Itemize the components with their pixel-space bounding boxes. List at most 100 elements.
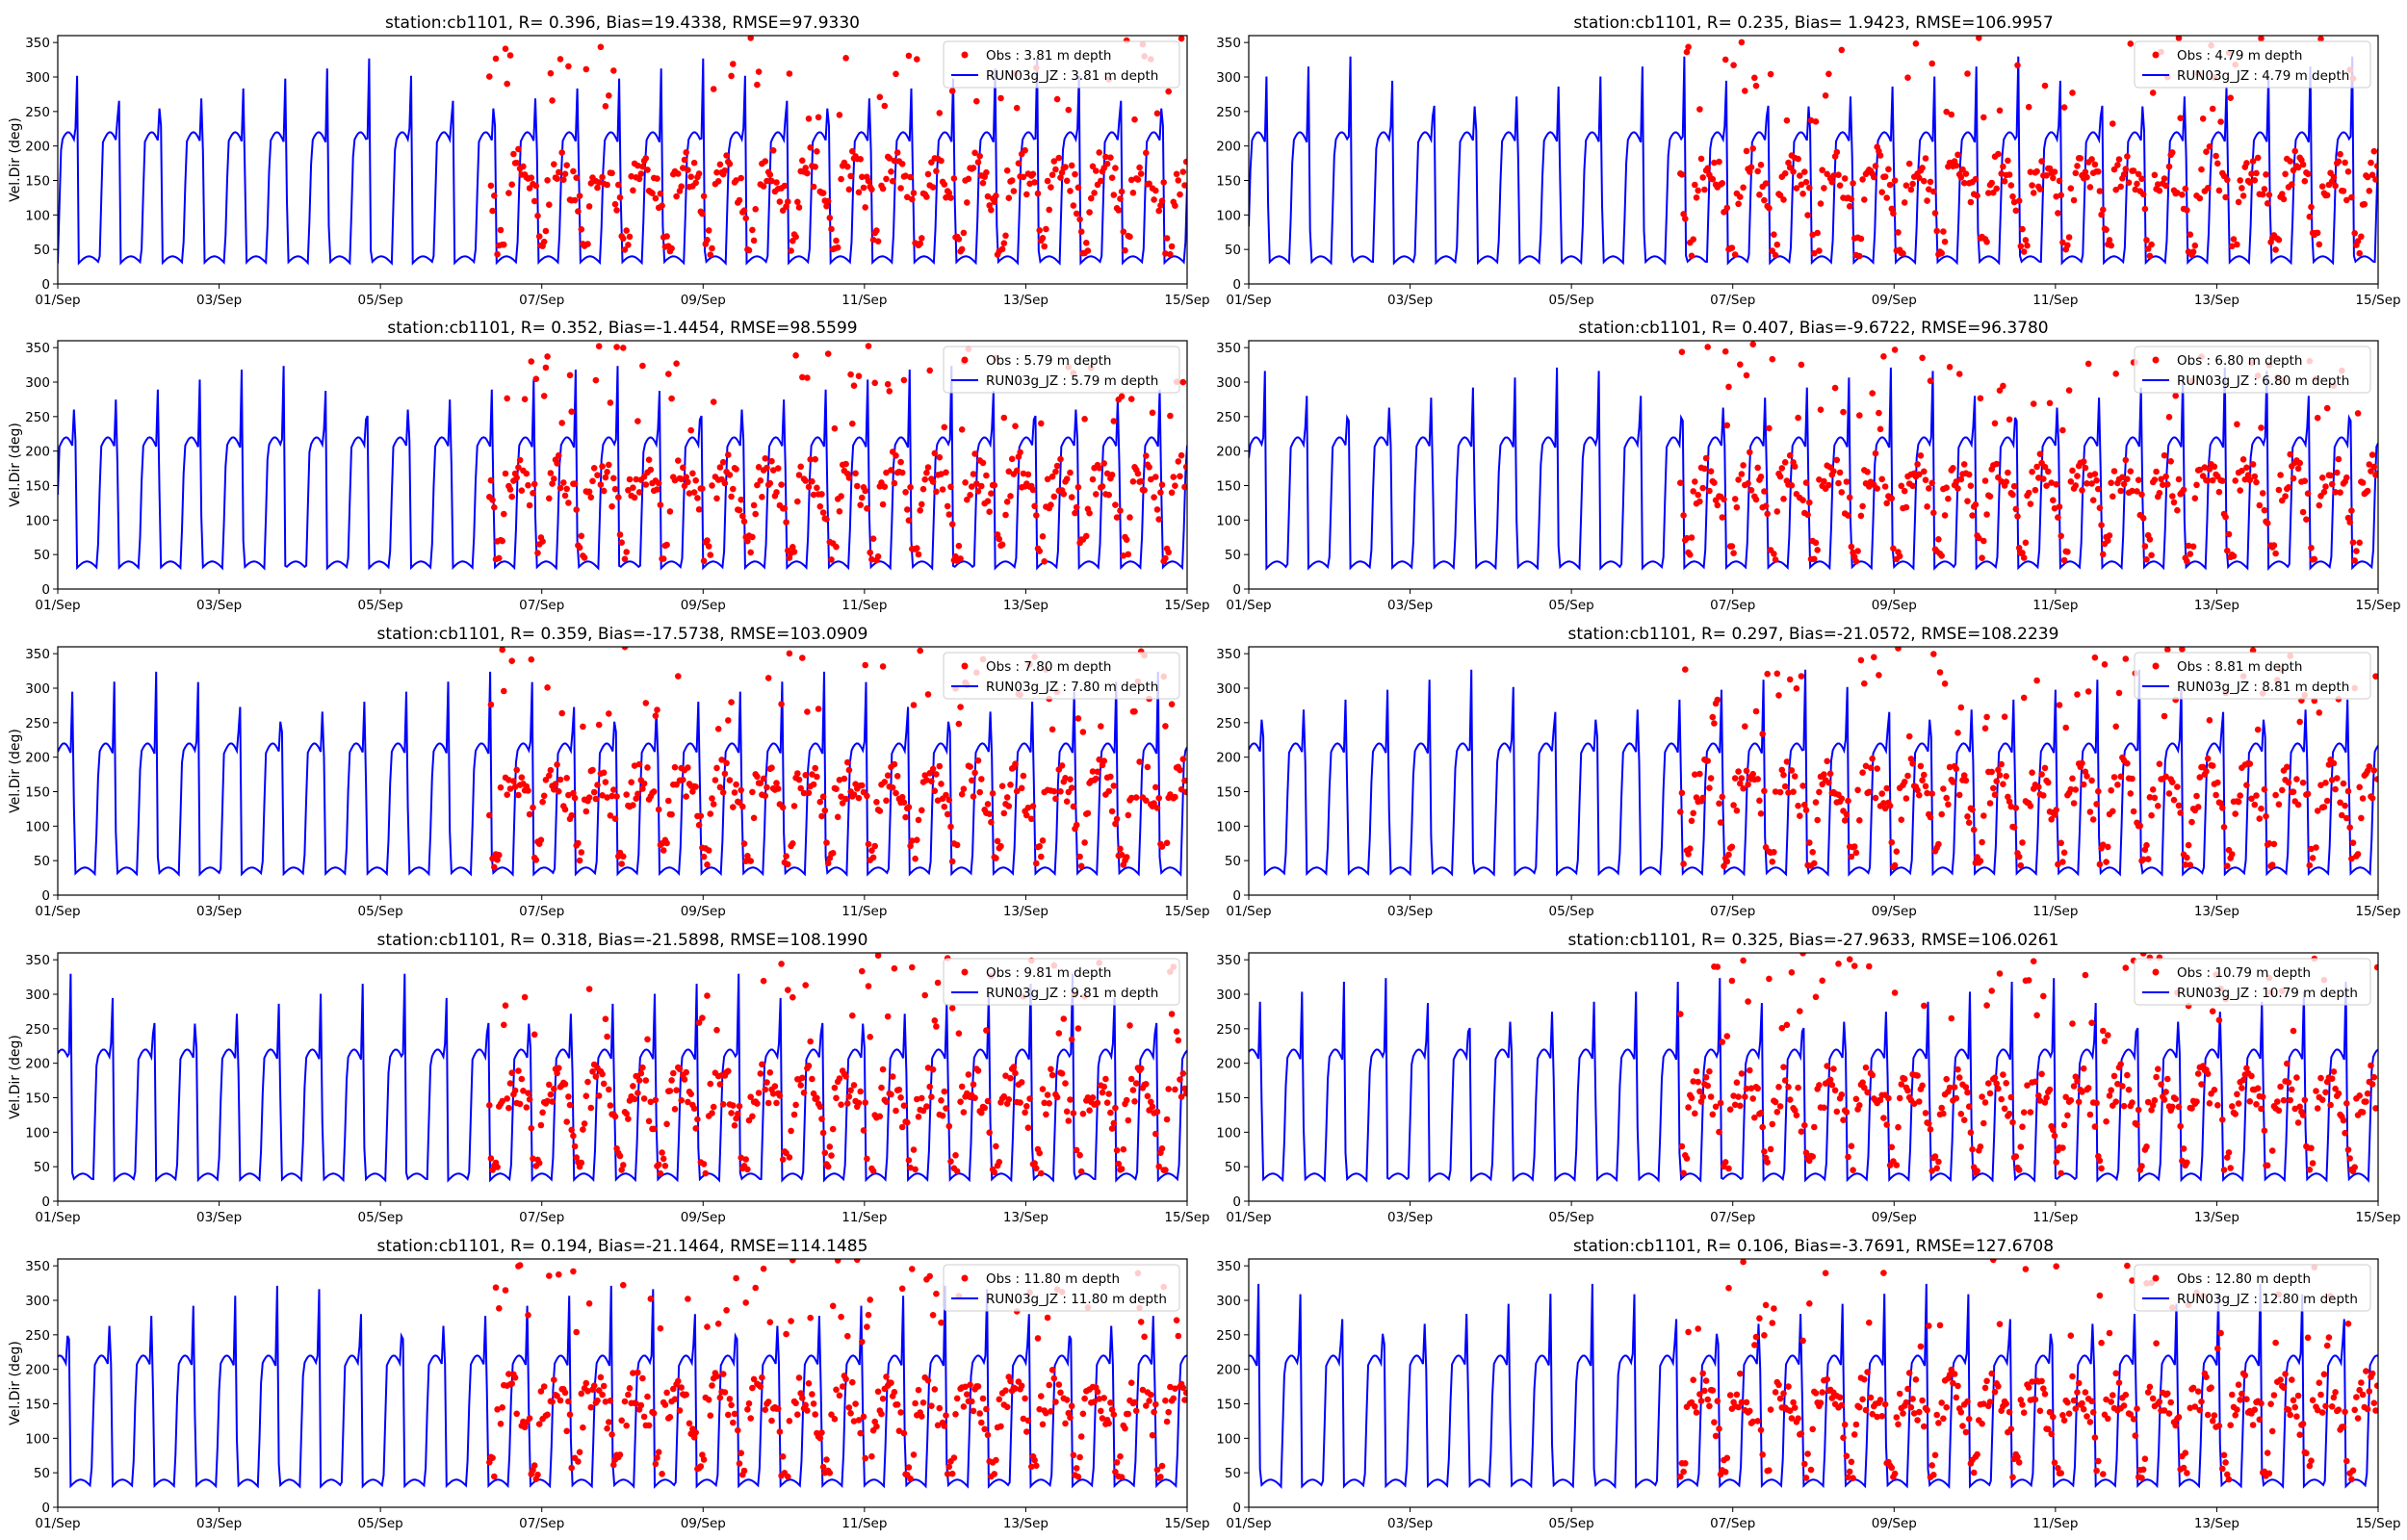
obs-point (821, 807, 829, 814)
obs-point (2275, 1107, 2283, 1115)
obs-point (602, 474, 609, 481)
obs-point (1044, 475, 1051, 483)
obs-point (2363, 1368, 2369, 1374)
y-tick-label: 200 (25, 751, 50, 766)
obs-point (898, 161, 906, 167)
obs-point (618, 1417, 625, 1424)
obs-point (738, 786, 744, 794)
obs-point (1893, 848, 1901, 855)
obs-point (1719, 1039, 1726, 1045)
obs-point (578, 226, 585, 233)
obs-point (742, 1156, 749, 1163)
obs-point (2318, 183, 2326, 190)
obs-point (1885, 1094, 1892, 1102)
obs-point (491, 863, 498, 871)
obs-point (998, 783, 1006, 789)
obs-point (893, 1401, 901, 1408)
obs-point (2368, 1370, 2376, 1377)
obs-point (582, 65, 590, 73)
obs-point (2184, 207, 2190, 214)
obs-point (943, 469, 949, 476)
obs-point (2272, 550, 2279, 557)
obs-point (823, 516, 830, 523)
obs-point (663, 233, 670, 240)
obs-point (2206, 466, 2213, 473)
obs-point (938, 1319, 945, 1326)
obs-point (2265, 840, 2273, 847)
obs-point (573, 1328, 580, 1336)
obs-point (2030, 958, 2037, 964)
obs-point (749, 1113, 756, 1120)
obs-point (941, 803, 948, 810)
y-tick-label: 50 (34, 1466, 50, 1481)
obs-point (2056, 503, 2063, 510)
obs-point (2006, 1110, 2013, 1117)
obs-point (2015, 1459, 2023, 1466)
obs-point (647, 1296, 655, 1302)
obs-point (2208, 1384, 2214, 1391)
obs-point (663, 1120, 670, 1128)
obs-point (1036, 548, 1043, 554)
obs-point (1922, 155, 1929, 162)
obs-point (1962, 170, 1970, 177)
obs-point (2359, 1109, 2367, 1116)
obs-point (2074, 473, 2081, 479)
obs-point (1928, 790, 1935, 797)
obs-point (1936, 669, 1944, 676)
obs-point (2117, 1061, 2124, 1067)
obs-point (883, 1098, 890, 1105)
x-tick-label: 11/Sep (841, 293, 887, 308)
obs-point (2032, 486, 2039, 494)
obs-point (1991, 791, 1999, 798)
obs-point (2050, 497, 2057, 503)
obs-point (1687, 845, 1694, 852)
obs-point (1772, 788, 1779, 795)
y-tick-label: 100 (25, 1125, 50, 1141)
legend-obs-marker (2152, 968, 2160, 976)
obs-point (1099, 1089, 1106, 1096)
obs-point (924, 464, 932, 471)
obs-point (597, 1373, 605, 1381)
obs-point (1880, 1270, 1887, 1276)
obs-point (2045, 1425, 2052, 1433)
obs-point (2330, 759, 2338, 767)
obs-point (1177, 473, 1183, 480)
obs-point (1921, 1002, 1928, 1010)
obs-point (2124, 475, 2131, 483)
obs-point (2109, 493, 2116, 500)
obs-point (2274, 1098, 2281, 1105)
obs-point (728, 493, 735, 500)
obs-point (786, 650, 793, 657)
model-series-line (58, 973, 1187, 1183)
obs-point (1798, 1128, 1805, 1135)
obs-point (1177, 191, 1183, 198)
obs-point (1728, 977, 1736, 985)
obs-point (1841, 175, 1849, 182)
obs-point (1985, 1080, 1992, 1087)
obs-point (2335, 455, 2342, 463)
obs-point (1924, 197, 1930, 204)
obs-point (2299, 161, 2307, 168)
obs-point (938, 157, 945, 165)
obs-point (2124, 1262, 2131, 1270)
obs-point (983, 472, 990, 479)
obs-point (1821, 1104, 1827, 1112)
obs-point (700, 853, 708, 860)
obs-point (1930, 651, 1937, 657)
obs-point (1859, 1079, 1866, 1086)
obs-point (687, 1091, 694, 1097)
obs-point (1769, 859, 1776, 865)
obs-point (1824, 1375, 1830, 1383)
obs-point (2215, 1016, 2223, 1024)
obs-point (1817, 406, 1825, 414)
x-tick-label: 11/Sep (2032, 1210, 2078, 1225)
obs-point (1002, 232, 1009, 240)
obs-point (883, 469, 890, 476)
obs-point (2248, 170, 2255, 177)
obs-point (971, 450, 978, 457)
obs-point (2182, 861, 2189, 868)
obs-point (965, 175, 972, 183)
obs-point (1954, 1065, 1961, 1073)
obs-point (831, 1416, 839, 1423)
obs-point (904, 1118, 911, 1126)
